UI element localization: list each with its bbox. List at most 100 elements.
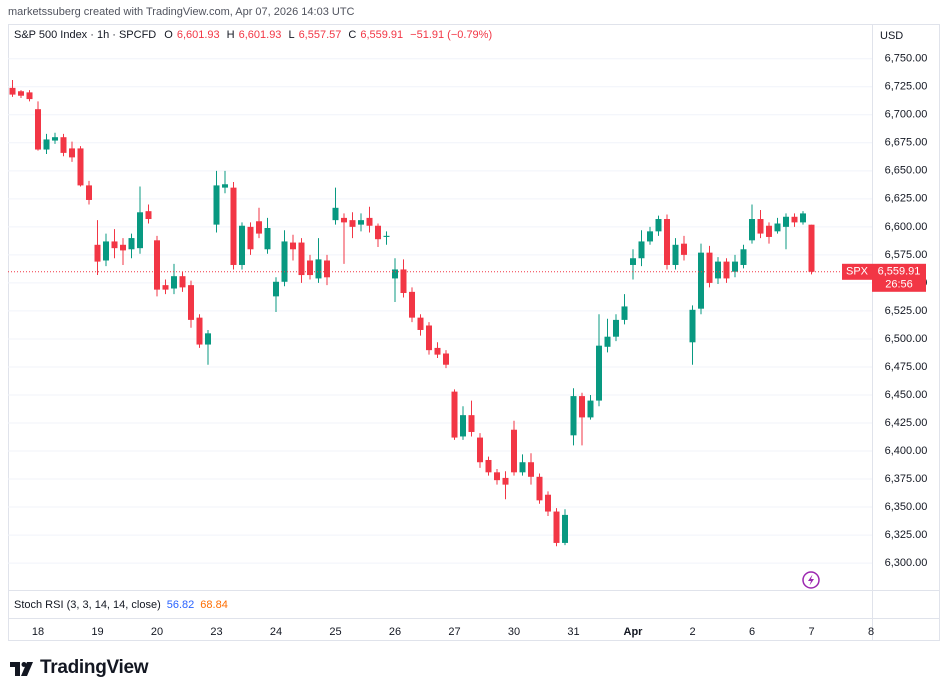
candle-body	[18, 91, 24, 96]
candle-body	[740, 249, 747, 265]
change: −51.91 (−0.79%)	[410, 29, 493, 41]
candle-body	[553, 511, 560, 543]
candle-body	[426, 325, 432, 351]
x-tick-label: 20	[151, 626, 163, 638]
candle-body	[111, 241, 118, 249]
candle-body	[562, 514, 568, 543]
candle-body	[698, 252, 704, 309]
last-price-label: 6,559.91	[878, 266, 921, 278]
candle-body	[545, 494, 551, 512]
ohlc-key: L	[288, 29, 295, 41]
candle-body	[230, 187, 237, 265]
candle-body	[332, 207, 339, 221]
candle-body	[723, 261, 730, 279]
logo-shape	[10, 662, 20, 676]
y-tick-label: 6,325.00	[885, 529, 928, 541]
candle-body	[774, 223, 781, 232]
candle-body	[290, 242, 296, 250]
candle-body	[120, 244, 126, 251]
candle-body	[69, 148, 75, 158]
ohlc-key: H	[226, 29, 235, 41]
candle-body	[9, 87, 16, 95]
candle-body	[162, 285, 169, 290]
candle-body	[247, 226, 254, 250]
candle-body	[137, 212, 143, 249]
candles	[8, 80, 842, 547]
candle-body	[766, 225, 772, 237]
y-tick-label: 6,300.00	[885, 557, 928, 569]
candle-body	[519, 462, 526, 473]
candle-body	[375, 225, 381, 240]
candle-body	[43, 139, 50, 150]
y-tick-label: 6,575.00	[885, 249, 928, 261]
candle-body	[179, 276, 186, 288]
candle-body	[400, 269, 407, 293]
candle-body	[145, 211, 152, 220]
grid	[8, 58, 872, 564]
y-tick-label: 6,750.00	[885, 53, 928, 65]
candle-body	[443, 353, 449, 365]
candle-body	[103, 241, 109, 261]
candle-body	[349, 220, 356, 227]
candle-body	[358, 220, 364, 225]
ohlc-value: 6,601.93	[176, 29, 220, 41]
candle-body	[808, 224, 815, 272]
candle-body	[366, 217, 373, 226]
candle-body	[188, 285, 194, 320]
candle-body	[800, 213, 806, 223]
candle-body	[60, 137, 67, 153]
candle-body	[536, 476, 543, 501]
brand-logo	[10, 662, 33, 676]
candle-body	[672, 244, 679, 265]
candle-body	[655, 219, 662, 232]
candle-body	[383, 235, 390, 237]
y-tick-label: 6,675.00	[885, 137, 928, 149]
candle-body	[613, 319, 619, 337]
last-price-symbol: SPX	[846, 266, 869, 278]
x-tick-label: 8	[868, 626, 874, 638]
candle-body	[434, 347, 441, 355]
candle-body	[281, 241, 288, 282]
candle-body	[502, 477, 509, 485]
x-tick-label: 24	[270, 626, 282, 638]
candle-body	[596, 345, 602, 401]
candle-body	[706, 252, 713, 283]
candle-body	[664, 219, 670, 265]
candle-body	[264, 227, 271, 250]
candle-body	[494, 472, 500, 481]
candle-body	[647, 231, 653, 242]
candle-body	[94, 244, 101, 262]
candle-body	[196, 317, 203, 345]
candle-body	[689, 309, 696, 343]
symbol: S&P 500 Index · 1h · SPCFD	[14, 29, 157, 41]
chart-frame	[8, 24, 940, 641]
candle-body	[477, 437, 483, 463]
candle-body	[86, 185, 92, 200]
candle-body	[154, 240, 160, 290]
candle-body	[630, 258, 636, 265]
currency[interactable]: USD	[880, 30, 904, 42]
candle-body	[783, 216, 789, 227]
logo-shape	[21, 662, 27, 667]
candle-body	[587, 400, 594, 418]
y-tick-label: 6,600.00	[885, 221, 928, 233]
candle-body	[239, 225, 245, 265]
candle-body	[468, 415, 475, 432]
x-tick-label: 31	[567, 626, 579, 638]
y-tick-label: 6,625.00	[885, 193, 928, 205]
candle-body	[511, 429, 517, 473]
brand: TradingView	[40, 657, 149, 678]
y-tick-label: 6,450.00	[885, 389, 928, 401]
y-tick-label: 6,650.00	[885, 165, 928, 177]
candle-body	[171, 276, 177, 289]
candle-body	[732, 261, 738, 272]
candle-body	[77, 148, 84, 186]
bar-countdown: 26:56	[885, 279, 913, 291]
candle-body	[213, 185, 220, 225]
x-tick-label: 30	[508, 626, 520, 638]
last-price-symbol-tag	[842, 263, 872, 280]
candle-body	[604, 336, 611, 347]
candle-body	[749, 219, 755, 241]
candle-body	[417, 317, 424, 330]
candle-body	[460, 415, 466, 437]
